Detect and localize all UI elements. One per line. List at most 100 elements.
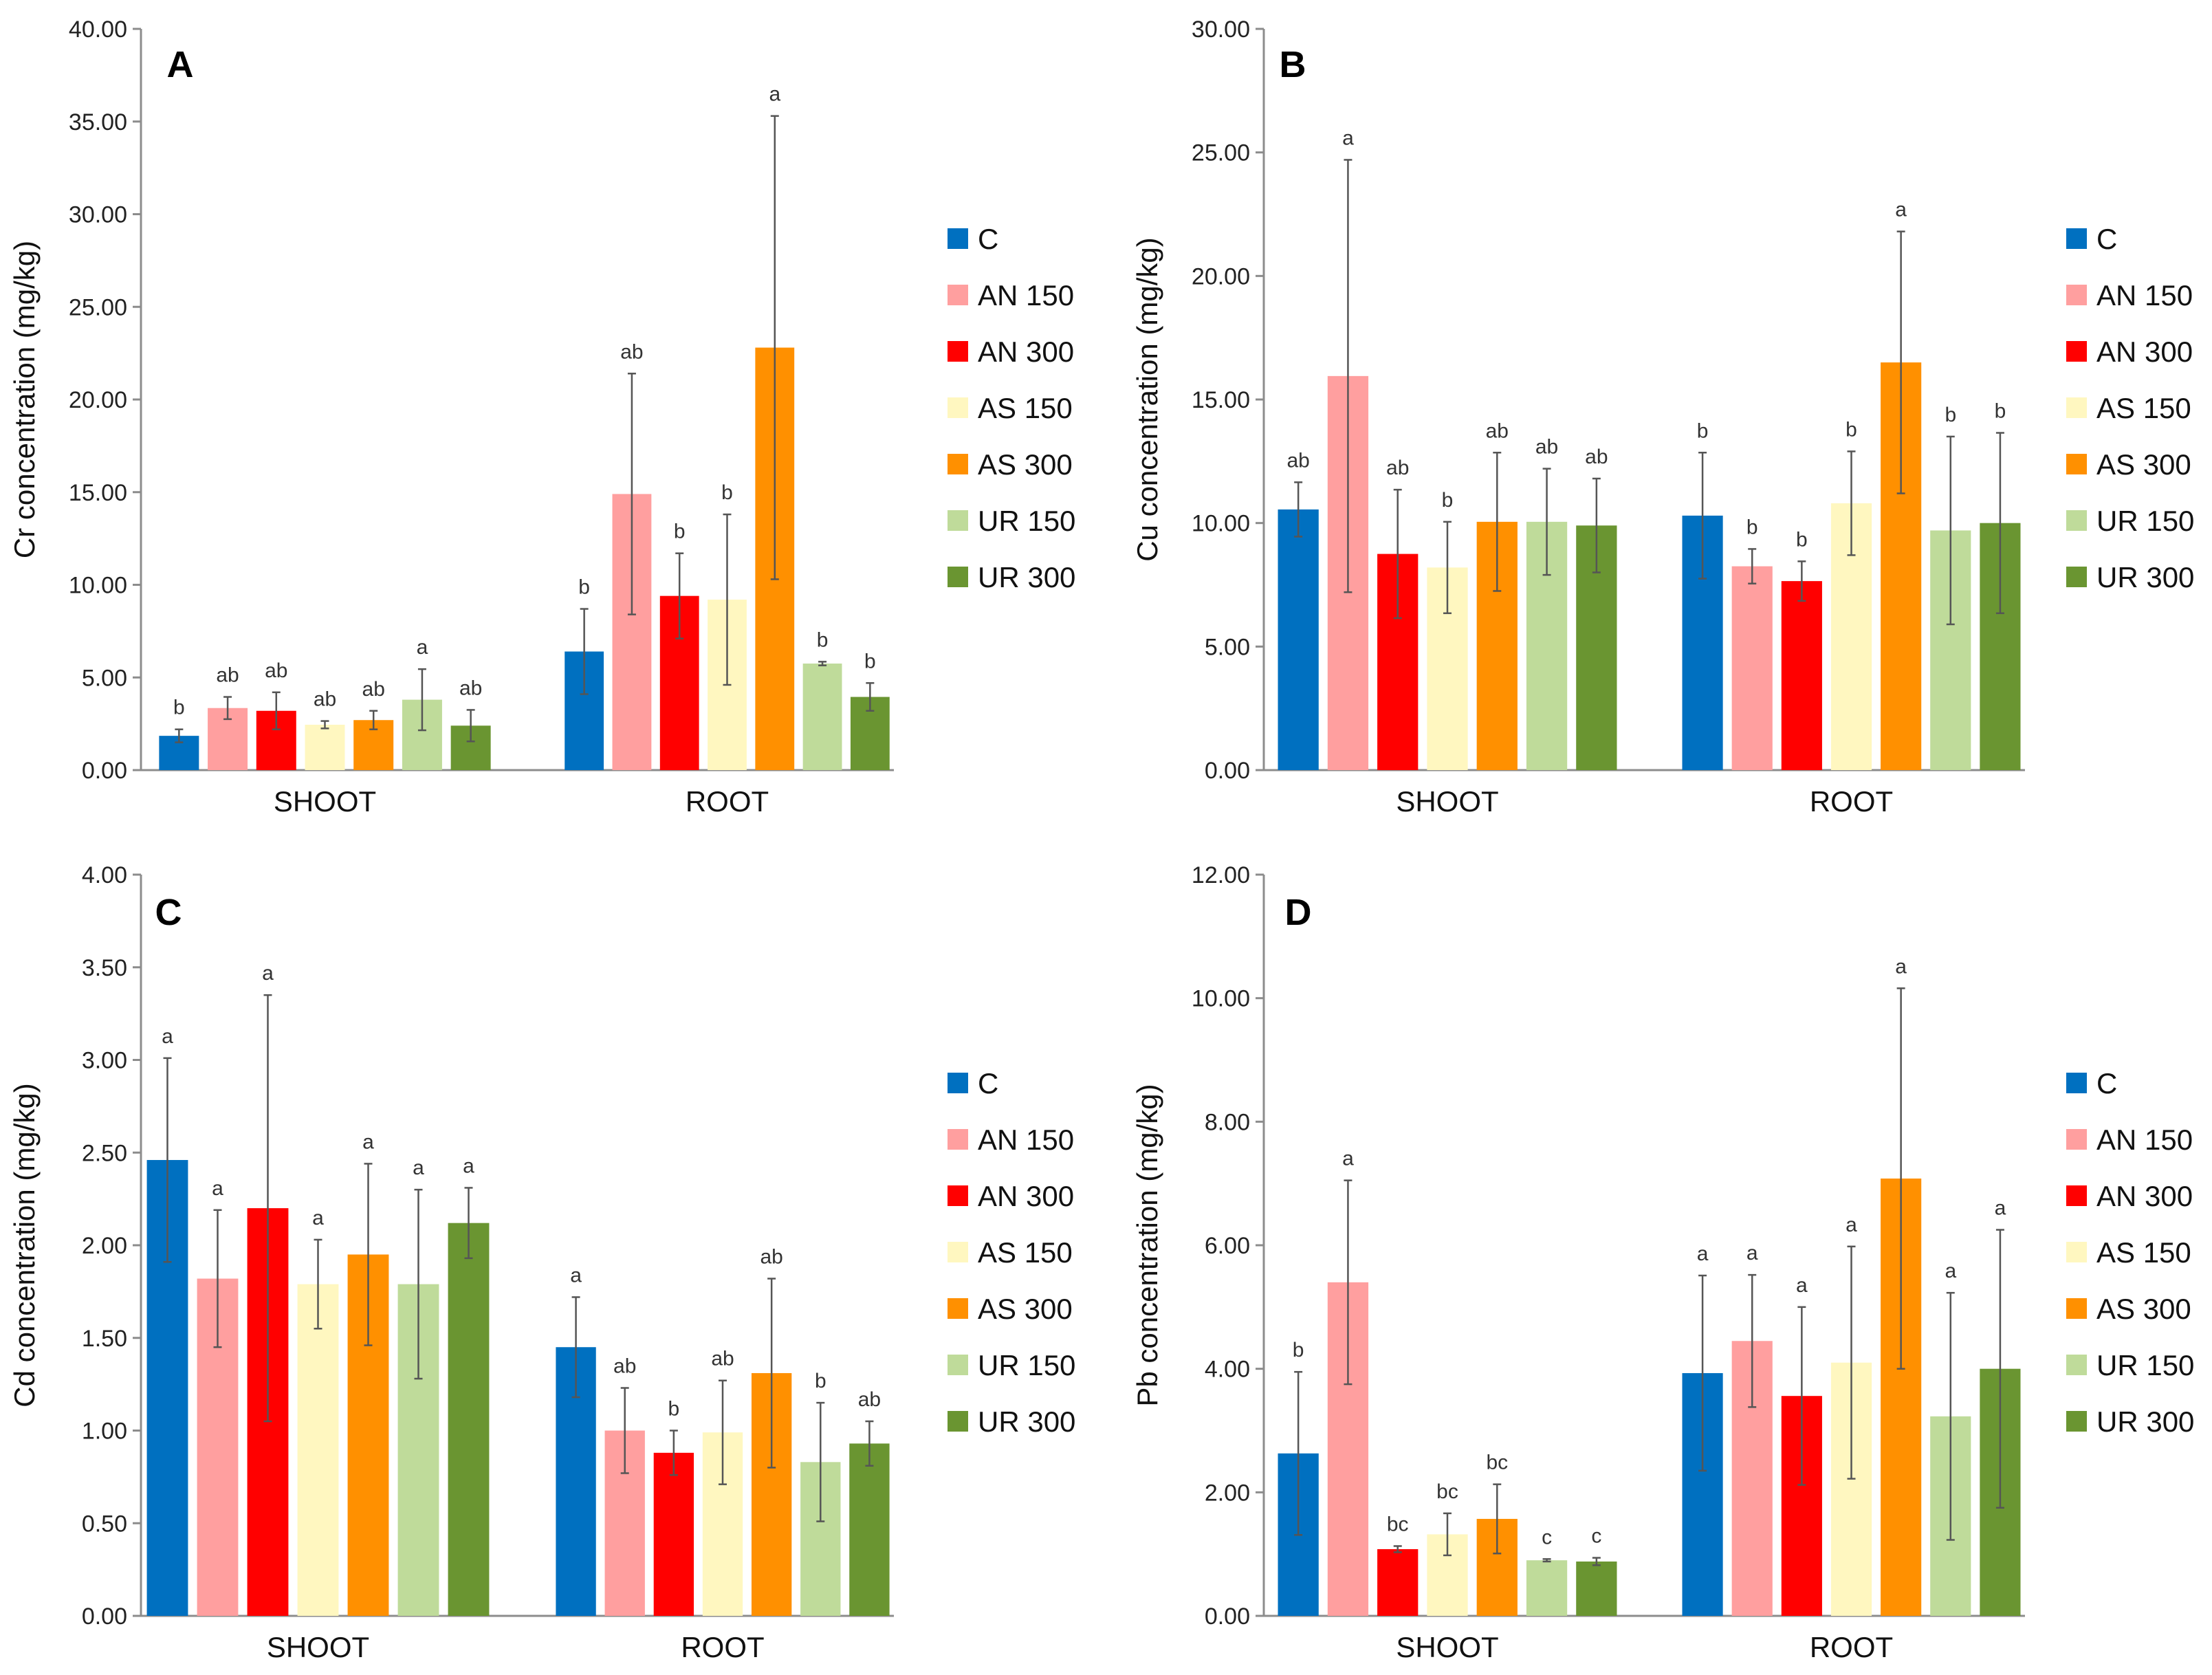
legend-swatch: [948, 1411, 968, 1432]
legend-swatch: [948, 1298, 968, 1319]
significance-letter: b: [1846, 418, 1857, 441]
y-tick-label: 10.00: [1192, 511, 1250, 537]
legend-label: C: [978, 223, 998, 255]
significance-letter: a: [1995, 1197, 2006, 1220]
legend-label: AN 300: [978, 336, 1074, 368]
legend-swatch: [948, 1129, 968, 1150]
bar-shoot-series-6: [448, 1223, 490, 1616]
y-axis-title: Cd concentration (mg/kg): [8, 1083, 41, 1408]
category-label: ROOT: [1810, 785, 1893, 818]
panel-d: 0.00 2.00 4.00 6.00 8.00 10.00 12.00 Pb concent…: [1131, 862, 2194, 1663]
y-tick-label: 30.00: [1192, 17, 1250, 43]
significance-letter: a: [413, 1157, 424, 1179]
y-tick-label: 20.00: [69, 387, 127, 413]
significance-letter: ab: [459, 677, 482, 699]
significance-letter: b: [1746, 516, 1758, 538]
significance-letter: b: [1697, 419, 1709, 442]
legend-label: UR 150: [2096, 505, 2194, 537]
y-axis-title: Pb concentration (mg/kg): [1131, 1084, 1163, 1406]
significance-letter: ab: [1386, 457, 1409, 479]
legend-label: AN 150: [2096, 1124, 2193, 1156]
panel-a: 0.00 5.00 10.00 15.00 20.00 25.00 30.00 35.00 40…: [8, 17, 1075, 818]
bar-shoot-series-6: [1576, 1561, 1617, 1616]
significance-letter: a: [1895, 955, 1907, 978]
y-tick-label: 0.50: [82, 1511, 127, 1537]
significance-letter: ab: [314, 688, 336, 711]
y-tick-label: 2.50: [82, 1140, 127, 1166]
significance-letter: a: [162, 1025, 173, 1048]
y-tick-label: 0.00: [82, 1603, 127, 1630]
legend-label: AS 150: [2096, 1236, 2191, 1269]
y-tick-label: 3.00: [82, 1048, 127, 1074]
y-tick-label: 15.00: [69, 480, 127, 506]
significance-letter: a: [769, 83, 780, 106]
legend-label: AN 300: [2096, 1180, 2193, 1212]
legend-label: AN 150: [978, 279, 1074, 311]
legend-swatch: [948, 567, 968, 587]
significance-letter: b: [1796, 528, 1808, 551]
significance-letter: ab: [760, 1246, 782, 1269]
y-tick-label: 0.00: [1205, 758, 1250, 784]
legend-label: AN 300: [978, 1180, 1074, 1212]
panel-b: 0.00 5.00 10.00 15.00 20.00 25.00 30.00 Cu conc…: [1131, 17, 2194, 818]
y-tick-label: 25.00: [1192, 140, 1250, 166]
significance-letter: b: [578, 576, 590, 599]
legend-swatch: [948, 1073, 968, 1093]
y-tick-label: 2.00: [1205, 1480, 1250, 1506]
significance-letter: a: [212, 1177, 223, 1200]
y-tick-label: 3.50: [82, 955, 127, 981]
legend-swatch: [2066, 567, 2087, 587]
y-tick-label: 25.00: [69, 294, 127, 320]
legend-label: AS 150: [2096, 392, 2191, 424]
significance-letter: b: [864, 650, 876, 672]
significance-letter: ab: [1585, 446, 1608, 468]
legend-swatch: [948, 228, 968, 249]
y-tick-label: 5.00: [1205, 634, 1250, 660]
significance-letter: ab: [1286, 449, 1309, 472]
y-tick-label: 1.00: [82, 1419, 127, 1445]
y-tick-label: 30.00: [69, 202, 127, 228]
legend-swatch: [2066, 1242, 2087, 1262]
bar-root-series-1: [1731, 566, 1773, 770]
panel-label: D: [1285, 892, 1312, 933]
bar-root-series-2: [653, 1452, 694, 1616]
y-tick-label: 35.00: [69, 109, 127, 135]
significance-letter: c: [1542, 1526, 1552, 1548]
significance-letter: a: [463, 1154, 474, 1177]
y-tick-label: 4.00: [82, 862, 127, 888]
category-label: SHOOT: [267, 1631, 369, 1663]
legend-label: UR 150: [978, 505, 1075, 537]
significance-letter: a: [262, 962, 274, 985]
y-tick-label: 0.00: [82, 758, 127, 784]
bar-shoot-series-3: [297, 1284, 339, 1616]
significance-letter: bc: [1486, 1452, 1508, 1474]
category-label: ROOT: [681, 1631, 764, 1663]
significance-letter: b: [1442, 489, 1454, 512]
legend: C AN 150 AN 300 AS 150 AS 300 UR 150 UR 300: [2066, 1067, 2194, 1438]
legend-label: AS 300: [978, 1293, 1073, 1325]
significance-letter: b: [817, 628, 829, 651]
bar-shoot-series-3: [305, 724, 345, 770]
significance-letter: ab: [1535, 436, 1558, 459]
legend-swatch: [2066, 1185, 2087, 1206]
y-axis-title: Cu concentration (mg/kg): [1131, 237, 1163, 562]
significance-letter: b: [1945, 404, 1956, 426]
legend-label: AS 150: [978, 1236, 1073, 1269]
significance-letter: ab: [711, 1348, 734, 1370]
category-label: SHOOT: [1396, 1631, 1498, 1663]
legend-label: UR 150: [2096, 1349, 2194, 1381]
legend-swatch: [2066, 1411, 2087, 1432]
y-tick-label: 1.50: [82, 1326, 127, 1352]
significance-letter: b: [721, 481, 733, 504]
legend-swatch: [948, 1242, 968, 1262]
legend-label: AN 150: [978, 1124, 1074, 1156]
legend-label: UR 300: [2096, 1405, 2194, 1438]
y-tick-label: 8.00: [1205, 1109, 1250, 1135]
significance-letter: a: [312, 1207, 324, 1229]
legend-swatch: [2066, 285, 2087, 305]
legend-swatch: [948, 1185, 968, 1206]
legend-swatch: [948, 397, 968, 418]
legend-swatch: [2066, 397, 2087, 418]
legend-swatch: [2066, 341, 2087, 362]
significance-letter: b: [1293, 1339, 1304, 1361]
